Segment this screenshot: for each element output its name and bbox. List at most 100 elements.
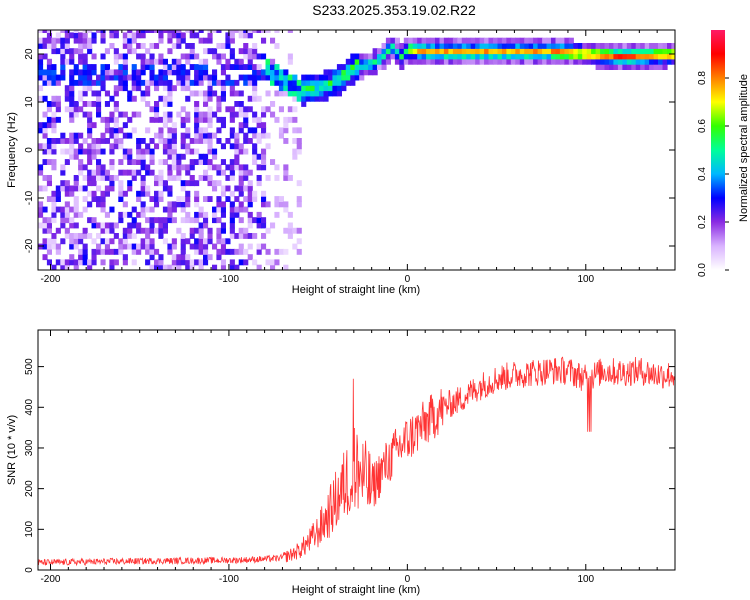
spectrogram-cell: [216, 95, 222, 102]
spectrogram-cell: [426, 58, 432, 65]
spectrogram-cell: [261, 190, 267, 197]
spectrogram-cell: [194, 248, 200, 255]
spectrogram-cell: [243, 48, 249, 55]
spectrogram-cell: [229, 233, 235, 239]
spectrogram-cell: [162, 58, 168, 65]
spectrogram-cell: [100, 69, 106, 76]
spectrogram-cell: [162, 185, 168, 192]
spectrogram-cell: [194, 79, 200, 86]
spectrogram-cell: [247, 222, 253, 229]
spectrogram-cell: [207, 180, 213, 187]
spectrogram-cell: [256, 122, 262, 129]
spectrogram-cell: [497, 53, 503, 60]
spectrogram-cell: [73, 111, 79, 118]
spectrogram-cell: [127, 169, 133, 176]
spectrogram-cell: [64, 95, 70, 102]
spectrogram-cell: [220, 264, 226, 270]
spectrogram-cell: [613, 58, 619, 65]
spectrogram-cell: [180, 164, 186, 171]
spectrogram-cell: [399, 53, 405, 60]
spectrogram-cell: [229, 201, 235, 208]
spectrogram-cell: [203, 159, 209, 165]
spectrogram-cell: [577, 48, 583, 55]
spectrogram-cell: [158, 53, 164, 60]
spectrogram-cell: [104, 169, 110, 176]
spectrogram-cell: [243, 169, 249, 176]
spectrogram-cell: [194, 238, 200, 245]
spectrogram-cell: [341, 69, 347, 76]
spectrogram-cell: [100, 248, 106, 255]
spectrogram-cell: [118, 143, 124, 150]
spectrogram-cell: [82, 175, 88, 181]
spectrogram-cell: [69, 222, 75, 229]
spectrogram-cell: [310, 95, 316, 102]
spectrogram-cell: [180, 122, 186, 129]
spectrogram-cell: [140, 153, 146, 160]
spectrogram-cell: [555, 58, 561, 65]
spectrogram-cell: [162, 111, 168, 118]
spectrogram-cell: [466, 58, 472, 65]
spectrogram-cell: [91, 143, 97, 150]
spectrogram-cell: [42, 30, 48, 33]
spectrogram-cell: [60, 132, 66, 139]
spectrogram-cell: [247, 74, 253, 81]
spectrogram-cell: [140, 58, 146, 65]
spectrogram-cell: [243, 74, 249, 81]
spectrogram-cell: [439, 43, 445, 49]
spectrogram-cell: [100, 64, 106, 70]
spectrogram-cell: [46, 30, 52, 33]
spectrogram-cell: [194, 211, 200, 218]
spectrogram-cell: [87, 43, 93, 49]
spectrogram-cell: [55, 227, 61, 234]
spectrogram-cell: [46, 143, 52, 150]
spectrogram-cell: [265, 259, 271, 266]
spectrogram-cell: [296, 143, 302, 150]
spectrogram-cell: [69, 185, 75, 192]
spectrogram-cell: [145, 101, 151, 107]
spectrogram-cell: [185, 180, 191, 187]
spectrogram-cell: [243, 132, 249, 139]
spectrogram-cell: [154, 30, 160, 33]
spectrogram-cell: [417, 37, 423, 44]
spectrogram-cell: [626, 64, 632, 70]
spectrogram-cell: [595, 53, 601, 60]
spectrogram-cell: [448, 43, 454, 49]
spectrogram-cell: [220, 116, 226, 123]
spectrogram-cell: [457, 58, 463, 65]
spectrogram-cell: [42, 175, 48, 181]
spectrogram-cell: [140, 30, 146, 33]
spectrogram-cell: [452, 53, 458, 60]
spectrogram-cell: [475, 58, 481, 65]
spectrogram-cell: [189, 148, 195, 155]
spectrogram-cell: [501, 58, 507, 65]
spectrogram-cell: [100, 32, 106, 39]
spectrogram-cell: [519, 37, 525, 44]
spectrogram-cell: [113, 74, 119, 81]
spectrogram-cell: [457, 48, 463, 55]
spectrogram-cell: [644, 64, 650, 70]
spectrogram-cell: [229, 111, 235, 118]
spectrogram-cell: [644, 43, 650, 49]
spectrogram-cell: [167, 116, 173, 123]
spectrogram-cell: [127, 222, 133, 229]
spectrogram-cell: [323, 79, 329, 86]
spectrogram-cell: [354, 53, 360, 60]
spectrogram-cell: [82, 196, 88, 202]
spectrogram-cell: [149, 169, 155, 176]
spectrogram-cell: [180, 243, 186, 250]
spectrogram-cell: [194, 69, 200, 76]
spectrogram-cell: [73, 64, 79, 70]
spectrogram-cell: [461, 58, 467, 65]
spectrogram-cell: [296, 79, 302, 86]
spectrogram-cell: [452, 48, 458, 55]
spectrogram-cell: [46, 175, 52, 181]
spectrogram-cell: [185, 58, 191, 65]
spectrogram-cell: [136, 196, 142, 202]
spectrogram-cell: [38, 185, 44, 192]
spectrogram-cell: [238, 143, 244, 150]
spectrogram-cell: [198, 127, 204, 134]
spectrogram-cell: [600, 48, 606, 55]
spectrogram-cell: [87, 48, 93, 55]
spectrogram-cell: [203, 74, 209, 81]
